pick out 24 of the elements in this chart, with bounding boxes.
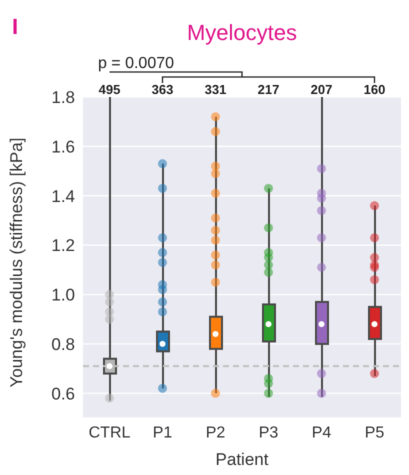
- x-tick-label: P3: [258, 424, 278, 442]
- text: I: [12, 14, 18, 39]
- annotation: 495: [98, 82, 120, 97]
- y-tick-label: 0.6: [51, 384, 75, 404]
- x-tick-label: P1: [152, 424, 172, 442]
- annotation: 160: [364, 82, 386, 97]
- y-tick-label: 1.8: [51, 88, 75, 108]
- y-tick-label: 1.2: [51, 236, 75, 256]
- x-tick-label: P4: [312, 424, 332, 442]
- y-tick-label: 1.0: [51, 286, 75, 305]
- annotation: 363: [152, 82, 174, 97]
- chart-title: Myelocytes: [186, 20, 298, 45]
- x-axis-title: Patient: [216, 450, 269, 469]
- x-tick-label: P5: [364, 424, 384, 442]
- x-tick-label: CTRL: [88, 424, 130, 442]
- text: p = 0.0070: [98, 55, 174, 72]
- annotation: 217: [258, 82, 280, 97]
- y-tick-label: 1.4: [51, 186, 75, 206]
- x-tick-label: P2: [206, 424, 226, 442]
- y-tick-label: 0.8: [51, 334, 75, 354]
- annotation: 207: [310, 82, 332, 97]
- annotation: 331: [204, 82, 226, 97]
- y-axis-title: Young's modulus (stiffness) [kPa]: [7, 138, 26, 388]
- y-tick-label: 1.6: [51, 137, 75, 156]
